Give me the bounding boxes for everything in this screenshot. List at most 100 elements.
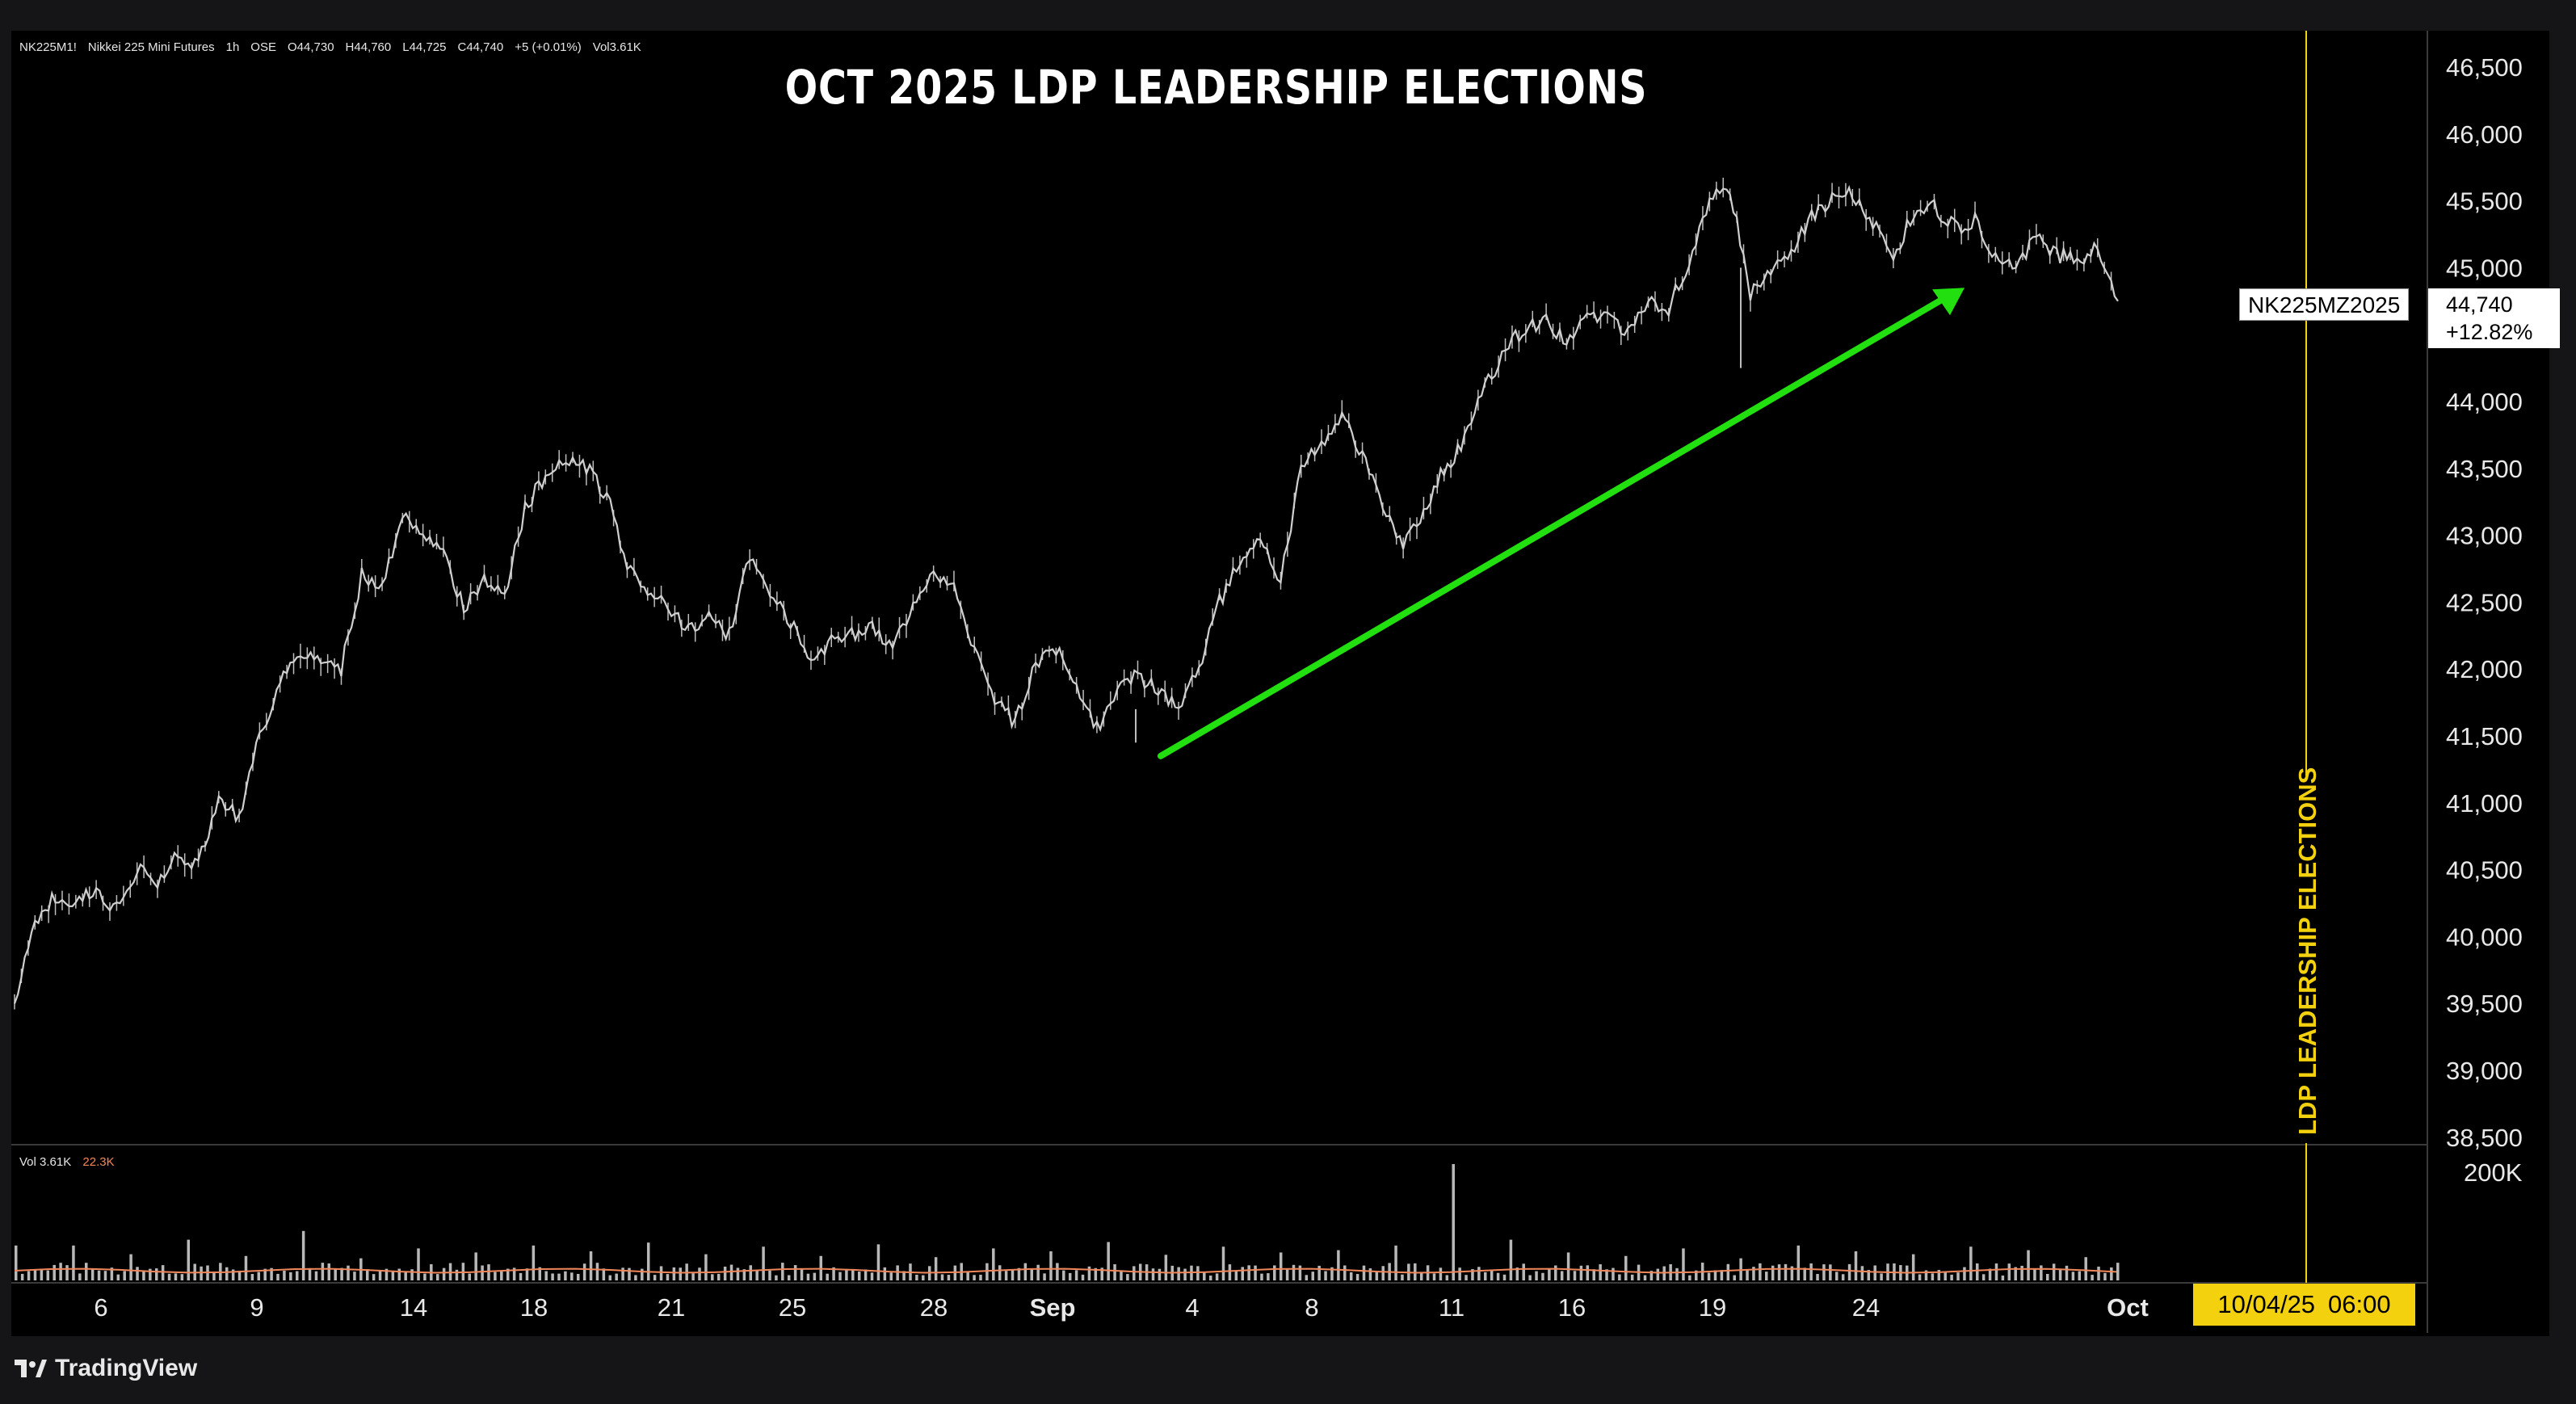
volume-bar: [876, 1244, 880, 1280]
volume-bar: [1215, 1273, 1219, 1280]
volume-bar: [1036, 1264, 1040, 1280]
volume-bar: [1981, 1274, 1986, 1280]
volume-bar: [1081, 1274, 1085, 1280]
x-tick-label: 21: [658, 1293, 685, 1322]
volume-bar: [142, 1271, 145, 1280]
close-value: C44,740: [457, 40, 504, 54]
x-tick-label: Sep: [1030, 1293, 1076, 1322]
volume-bar: [1292, 1264, 1296, 1280]
volume-ma-line: [14, 1267, 2117, 1274]
volume-legend-value: 3.61K: [40, 1155, 72, 1169]
volume-bar: [698, 1267, 701, 1280]
volume-bar: [870, 1272, 874, 1280]
volume-bar: [1911, 1254, 1915, 1280]
volume-bar: [1605, 1269, 1608, 1280]
volume-bar: [295, 1271, 299, 1280]
volume-bar: [1994, 1263, 1998, 1280]
volume-bar: [1618, 1274, 1621, 1280]
volume-bar: [1777, 1264, 1781, 1280]
volume-bar: [615, 1273, 618, 1280]
volume-bar: [481, 1265, 484, 1280]
volume-bar: [225, 1267, 229, 1280]
volume-bar: [2058, 1268, 2062, 1280]
volume-bar: [435, 1274, 439, 1280]
volume-legend-label: Vol: [19, 1155, 36, 1169]
volume-bar: [641, 1268, 644, 1280]
volume-bar: [1809, 1263, 1813, 1280]
volume-bar: [1484, 1272, 1487, 1280]
volume-bar: [417, 1248, 420, 1280]
volume-bar: [1707, 1272, 1711, 1280]
volume-legend[interactable]: Vol 3.61K 22.3K: [19, 1155, 115, 1169]
x-tick-label: 28: [920, 1293, 948, 1322]
volume-bar: [666, 1274, 670, 1280]
volume-bar: [231, 1269, 235, 1280]
volume-bar: [1867, 1270, 1871, 1280]
tradingview-brand[interactable]: TradingView: [15, 1355, 197, 1382]
volume-bar: [397, 1268, 401, 1280]
volume-bar: [1956, 1272, 1960, 1280]
volume-bar: [2110, 1267, 2113, 1280]
volume-bar: [1796, 1245, 1801, 1280]
volume-bar: [1394, 1245, 1397, 1280]
x-tick-label: 8: [1305, 1293, 1318, 1322]
cursor-time: 06:00: [2328, 1290, 2391, 1318]
x-tick-label: 11: [1439, 1293, 1464, 1322]
volume-bar: [704, 1254, 708, 1280]
volume-bar: [2040, 1265, 2043, 1280]
event-label: LDP LEADERSHIP ELECTIONS: [2293, 767, 2322, 1135]
volume-bar: [1113, 1264, 1116, 1280]
ohlc-legend[interactable]: NK225M1! Nikkei 225 Mini Futures 1h OSE O44,…: [19, 40, 653, 54]
volume-bar: [1452, 1164, 1455, 1280]
volume-bar: [84, 1263, 88, 1280]
volume-bar: [334, 1268, 337, 1280]
symbol-label[interactable]: NK225M1!: [19, 40, 77, 54]
volume-bar: [46, 1270, 50, 1280]
volume-bar: [519, 1272, 523, 1280]
volume-bar: [679, 1267, 683, 1280]
y-tick-label: 46,000: [2446, 120, 2523, 149]
volume-bar: [691, 1273, 695, 1280]
price-axis: 38,500 39,000 39,500 40,000 40,500 41,000 41,5…: [2446, 53, 2523, 1187]
volume-bar: [506, 1268, 510, 1280]
volume-bar: [1490, 1269, 1494, 1280]
price-path: [13, 184, 2119, 1004]
volume-bar: [883, 1267, 887, 1280]
volume-bar: [1656, 1268, 1660, 1280]
x-tick-label: 16: [1558, 1293, 1586, 1322]
volume-bar: [1746, 1269, 1749, 1280]
volume-bar: [1688, 1275, 1691, 1280]
volume-bar: [1918, 1274, 1922, 1280]
volume-bar: [602, 1268, 606, 1280]
volume-bar: [161, 1265, 165, 1280]
volume-bar: [2001, 1275, 2005, 1280]
volume-bar: [813, 1272, 817, 1280]
volume-bar: [340, 1267, 343, 1280]
volume-bar: [857, 1272, 861, 1280]
volume-bar: [2033, 1268, 2036, 1280]
volume-bar: [1720, 1270, 1724, 1280]
volume-bar: [634, 1275, 637, 1280]
volume-bar: [1267, 1273, 1270, 1280]
y-tick-label: 43,500: [2446, 455, 2523, 483]
volume-bar: [1624, 1255, 1628, 1280]
volume-bar: [672, 1267, 676, 1280]
volume-bar: [915, 1274, 918, 1280]
x-tick-label: 9: [250, 1293, 263, 1322]
volume-bar: [1241, 1267, 1244, 1280]
last-price: 44,740: [2446, 292, 2513, 317]
volume-bar: [40, 1269, 44, 1280]
volume-bar: [2052, 1263, 2056, 1280]
volume-bar: [237, 1271, 242, 1280]
volume-bar: [896, 1265, 899, 1280]
volume-bar: [1541, 1272, 1544, 1280]
volume-bar: [1094, 1267, 1098, 1280]
interval-label[interactable]: 1h: [225, 40, 240, 54]
volume-bar: [212, 1272, 216, 1280]
volume-bar: [1937, 1270, 1941, 1280]
volume-bar: [53, 1264, 56, 1280]
x-tick-label: 25: [779, 1293, 806, 1322]
volume-bar: [1330, 1267, 1334, 1280]
volume-bar: [404, 1272, 407, 1280]
